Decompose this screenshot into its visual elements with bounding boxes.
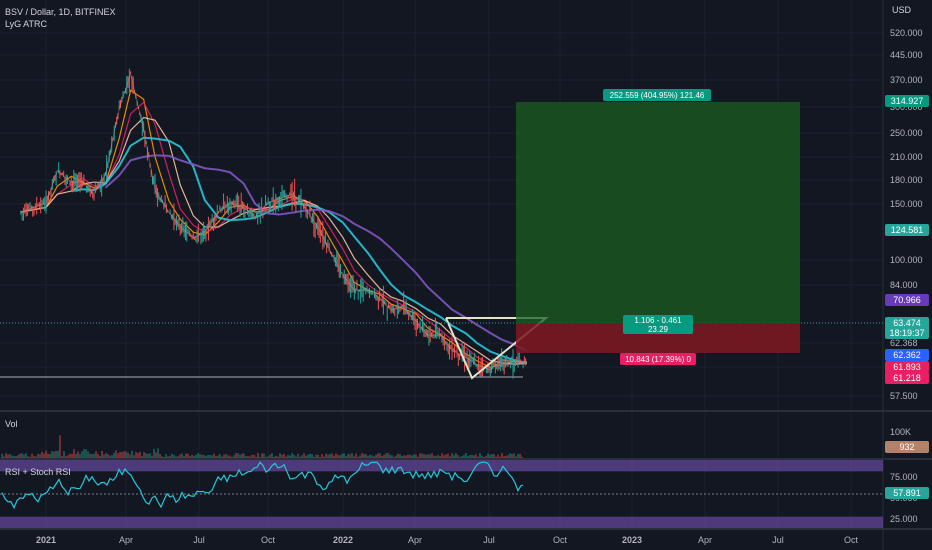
price-tick: 84.000 — [890, 280, 918, 290]
ratio-label: 1.106 - 0.461 — [634, 316, 682, 325]
price-tag: 124.581 — [891, 225, 924, 235]
indicator-label[interactable]: LyG ATRC — [5, 19, 48, 29]
price-tick: 180.000 — [890, 175, 923, 185]
time-tick: Jul — [193, 535, 205, 545]
time-tick: Oct — [553, 535, 568, 545]
currency-label: USD — [892, 5, 912, 15]
volume-tick: 100K — [890, 427, 911, 437]
price-tag: 18:19:37 — [889, 328, 924, 338]
price-tag: 61.893 — [893, 362, 921, 372]
time-tick: Oct — [261, 535, 276, 545]
time-tick: 2022 — [333, 535, 353, 545]
rsi-tick: 75.000 — [890, 472, 918, 482]
stop-label: 10.843 (17.39%) 0 — [625, 355, 691, 364]
rsi-label[interactable]: RSI + Stoch RSI — [5, 467, 71, 477]
price-tick: 62.368 — [890, 338, 918, 348]
long-position-tool[interactable]: 252.559 (404.95%) 121.46 1.106 - 0.46123.… — [516, 89, 800, 365]
rsi-tick: 25.000 — [890, 514, 918, 524]
price-tag: 314.927 — [891, 96, 924, 106]
price-tick: 150.000 — [890, 199, 923, 209]
rsi-pane — [0, 460, 883, 528]
time-tick: 2023 — [622, 535, 642, 545]
price-tick: 210.000 — [890, 152, 923, 162]
price-tick: 520.000 — [890, 28, 923, 38]
axes: 520.000445.000370.000300.000250.000210.0… — [36, 28, 929, 545]
price-tick: 57.500 — [890, 391, 918, 401]
target-label: 252.559 (404.95%) 121.46 — [610, 91, 705, 100]
time-tick: Apr — [119, 535, 133, 545]
price-tick: 445.000 — [890, 50, 923, 60]
volume-tag: 932 — [899, 442, 914, 452]
time-tick: Jul — [483, 535, 495, 545]
price-tick: 370.000 — [890, 75, 923, 85]
price-tag: 61.218 — [893, 373, 921, 383]
rsi-tag: 57.891 — [893, 488, 921, 498]
symbol-title[interactable]: BSV / Dollar, 1D, BITFINEX — [5, 7, 116, 17]
price-tag: 62.362 — [893, 350, 921, 360]
volume-label[interactable]: Vol — [5, 419, 18, 429]
time-tick: Apr — [698, 535, 712, 545]
volume-bars — [1, 435, 523, 458]
time-tick: Oct — [844, 535, 859, 545]
price-tick: 100.000 — [890, 255, 923, 265]
price-tag: 63.474 — [893, 318, 921, 328]
price-tag: 70.966 — [893, 295, 921, 305]
time-tick: Apr — [408, 535, 422, 545]
time-tick: 2021 — [36, 535, 56, 545]
price-tick: 250.000 — [890, 128, 923, 138]
qty-label: 23.29 — [648, 325, 669, 334]
time-tick: Jul — [772, 535, 784, 545]
